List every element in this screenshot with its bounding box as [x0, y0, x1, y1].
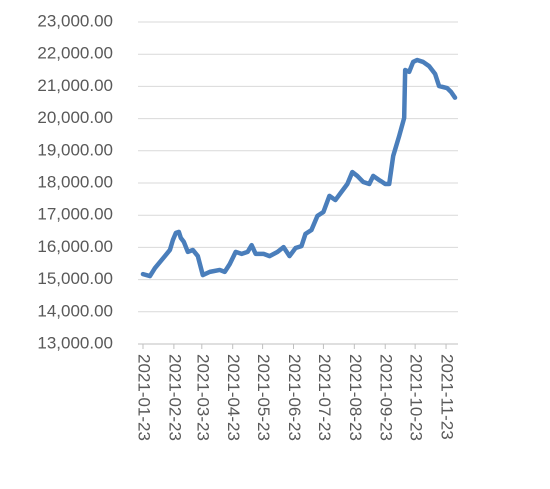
y-tick-label: 16,000.00: [37, 237, 113, 256]
x-tick-label: 2021-01-23: [135, 354, 154, 441]
x-tick-label: 2021-09-23: [377, 354, 396, 441]
x-tick-label: 2021-05-23: [254, 354, 273, 441]
x-tick-label: 2021-04-23: [224, 354, 243, 441]
y-tick-label: 22,000.00: [37, 44, 113, 63]
x-tick-label: 2021-10-23: [407, 354, 426, 441]
x-tick-label: 2021-02-23: [165, 354, 184, 441]
y-tick-label: 15,000.00: [37, 269, 113, 288]
x-tick-label: 2021-07-23: [315, 354, 334, 441]
x-tick-label: 2021-08-23: [346, 354, 365, 441]
x-tick-label: 2021-03-23: [193, 354, 212, 441]
x-tick-label: 2021-11-23: [438, 354, 457, 440]
y-tick-label: 20,000.00: [37, 108, 113, 127]
y-tick-label: 19,000.00: [37, 140, 113, 159]
y-tick-label: 17,000.00: [37, 205, 113, 224]
y-tick-label: 14,000.00: [37, 301, 113, 320]
y-tick-label: 21,000.00: [37, 76, 113, 95]
x-tick-label: 2021-06-23: [285, 354, 304, 441]
line: [140, 57, 458, 279]
y-tick-label: 13,000.00: [37, 333, 113, 352]
y-tick-label: 18,000.00: [37, 172, 113, 191]
y-tick-label: 23,000.00: [37, 11, 113, 30]
